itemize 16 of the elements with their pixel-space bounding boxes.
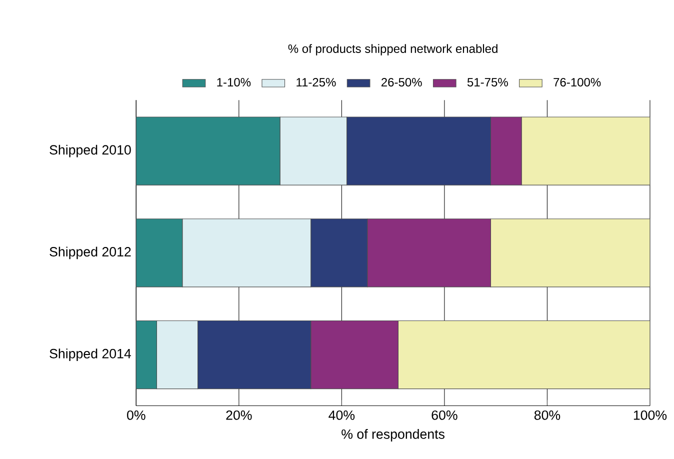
y-tick-label: Shipped 2010 — [50, 144, 131, 158]
y-tick-label: Shipped 2014 — [50, 348, 131, 361]
x-tick-label: 0% — [127, 410, 146, 420]
x-tick-label: 40% — [328, 410, 355, 420]
legend-label: 76-100% — [554, 78, 601, 86]
y-tick-label: Shipped 2012 — [50, 246, 131, 260]
x-tick-label: 20% — [226, 410, 252, 420]
x-tick-label: 80% — [534, 410, 560, 420]
legend-label: 26-50% — [382, 78, 422, 86]
legend-label: 11-25% — [296, 78, 336, 86]
legend-label: 51-75% — [467, 78, 508, 86]
legend-label: 1-10% — [217, 78, 251, 86]
x-axis-title: % of respondents — [342, 429, 444, 442]
legend-title: % of products shipped network enabled — [288, 44, 498, 56]
x-tick-label: 100% — [634, 410, 667, 420]
x-tick-label: 60% — [432, 410, 458, 420]
